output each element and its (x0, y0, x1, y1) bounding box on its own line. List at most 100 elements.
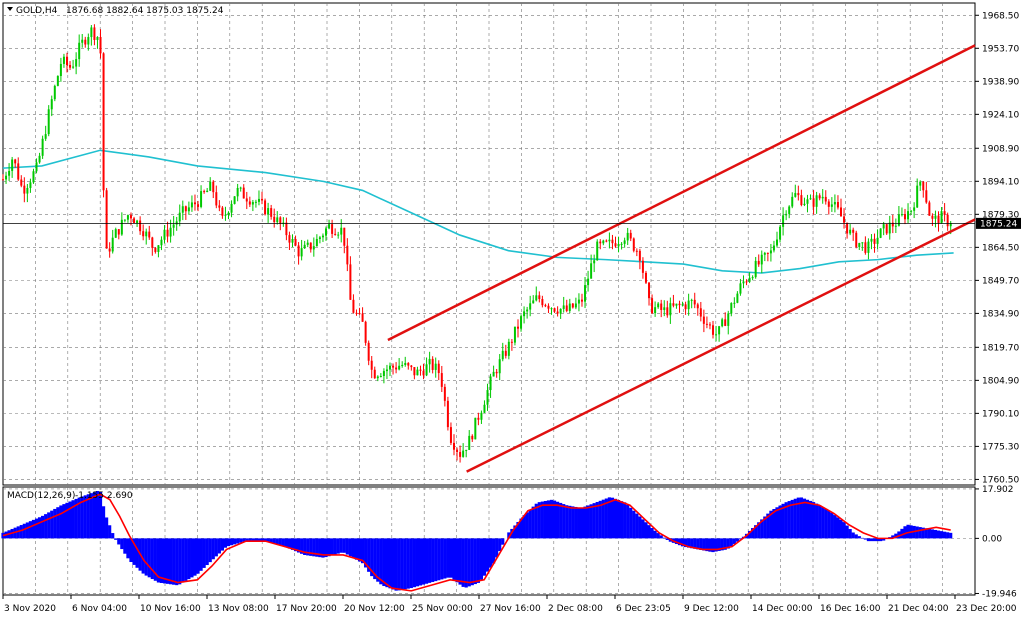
histogram-bar (388, 538, 392, 589)
time-tick-label: 27 Nov 16:00 (480, 604, 541, 614)
candle-body (425, 364, 428, 376)
histogram-bar (71, 500, 75, 539)
histogram-bar (220, 538, 225, 551)
histogram-bar (488, 538, 493, 568)
lower-trend-line (466, 218, 976, 473)
candle-body (523, 311, 526, 317)
histogram-bar (936, 530, 941, 539)
histogram-bar (434, 538, 438, 582)
histogram-bar (406, 538, 410, 589)
histogram-bar (394, 538, 398, 591)
histogram-bar (473, 538, 477, 585)
histogram-bar (842, 522, 846, 539)
histogram-bar (129, 538, 133, 563)
histogram-bar (802, 498, 807, 539)
time-tick-label: 23 Dec 20:00 (956, 604, 1017, 614)
candle-body (361, 313, 364, 322)
histogram-bar (811, 502, 816, 539)
histogram-bar (22, 523, 26, 539)
histogram-bar (808, 500, 813, 539)
candle-body (355, 312, 358, 314)
candle-body (702, 316, 705, 324)
candle-body (797, 193, 800, 196)
candle-body (401, 364, 404, 366)
candle-body (751, 277, 754, 279)
histogram-bar (845, 525, 849, 539)
histogram-bar (199, 538, 203, 571)
candle-body (486, 390, 489, 405)
candle-body (11, 159, 14, 171)
candle-body (318, 237, 321, 240)
histogram-bar (485, 538, 490, 572)
candle-body (93, 27, 96, 40)
candle-body (900, 214, 903, 216)
candle-body (574, 303, 577, 308)
candle-body (849, 229, 852, 234)
candle-body (197, 204, 200, 207)
candle-body (513, 326, 516, 343)
candle-body (855, 232, 858, 247)
candle-body (739, 283, 742, 294)
candle-body (891, 222, 894, 227)
histogram-bar (360, 538, 365, 564)
candle-body (309, 242, 312, 250)
candle-body (111, 237, 114, 252)
time-tick-label: 6 Nov 04:00 (72, 604, 127, 614)
histogram-bar (833, 515, 837, 539)
histogram-bar (68, 501, 72, 539)
candle-body (608, 239, 611, 242)
candle-body (648, 282, 651, 299)
candle-body (251, 202, 254, 205)
histogram-bar (376, 538, 380, 582)
candle-body (120, 219, 123, 235)
candle-body (325, 228, 328, 236)
candle-body (684, 304, 687, 310)
histogram-bar (949, 532, 953, 539)
candle-body (754, 260, 757, 278)
price-tick-label: 1879.30 (982, 210, 1019, 220)
histogram-bar (757, 522, 761, 539)
histogram-bar (583, 506, 587, 539)
histogram-bar (34, 518, 39, 539)
candle-body (562, 305, 565, 309)
candle-body (882, 224, 885, 229)
histogram-bar (47, 512, 51, 539)
histogram-bar (424, 538, 429, 584)
histogram-bar (549, 499, 554, 539)
candle-body (166, 229, 169, 237)
histogram-bar (74, 498, 78, 539)
histogram-bar (223, 538, 228, 548)
candle-body (931, 215, 934, 219)
histogram-bar (336, 538, 340, 554)
candle-body (364, 321, 367, 343)
candle-body (224, 214, 227, 216)
macd-tick-label: 0.00 (982, 534, 1002, 544)
histogram-bar (546, 500, 551, 539)
candle-body (736, 293, 739, 303)
candle-body (50, 99, 53, 110)
candle-body (385, 369, 388, 372)
histogram-bar (747, 530, 752, 539)
histogram-bar (882, 538, 886, 541)
candle-body (733, 302, 736, 304)
candle-body (629, 232, 632, 239)
candle-body (376, 376, 379, 379)
histogram-bar (677, 538, 682, 546)
histogram-bar (824, 508, 828, 539)
histogram-bar (513, 525, 517, 539)
histogram-bar (312, 538, 316, 557)
candle-body (69, 64, 72, 68)
histogram-bar (708, 538, 712, 552)
histogram-bar (278, 538, 282, 546)
candle-body (937, 215, 940, 224)
candle-body (398, 365, 401, 370)
histogram-bar (254, 538, 258, 542)
histogram-bar (409, 538, 413, 589)
candle-body (358, 313, 361, 315)
symbol-dropdown-icon[interactable] (7, 7, 13, 11)
candle-body (907, 211, 910, 220)
candle-body (559, 308, 562, 314)
histogram-bar (41, 515, 45, 539)
